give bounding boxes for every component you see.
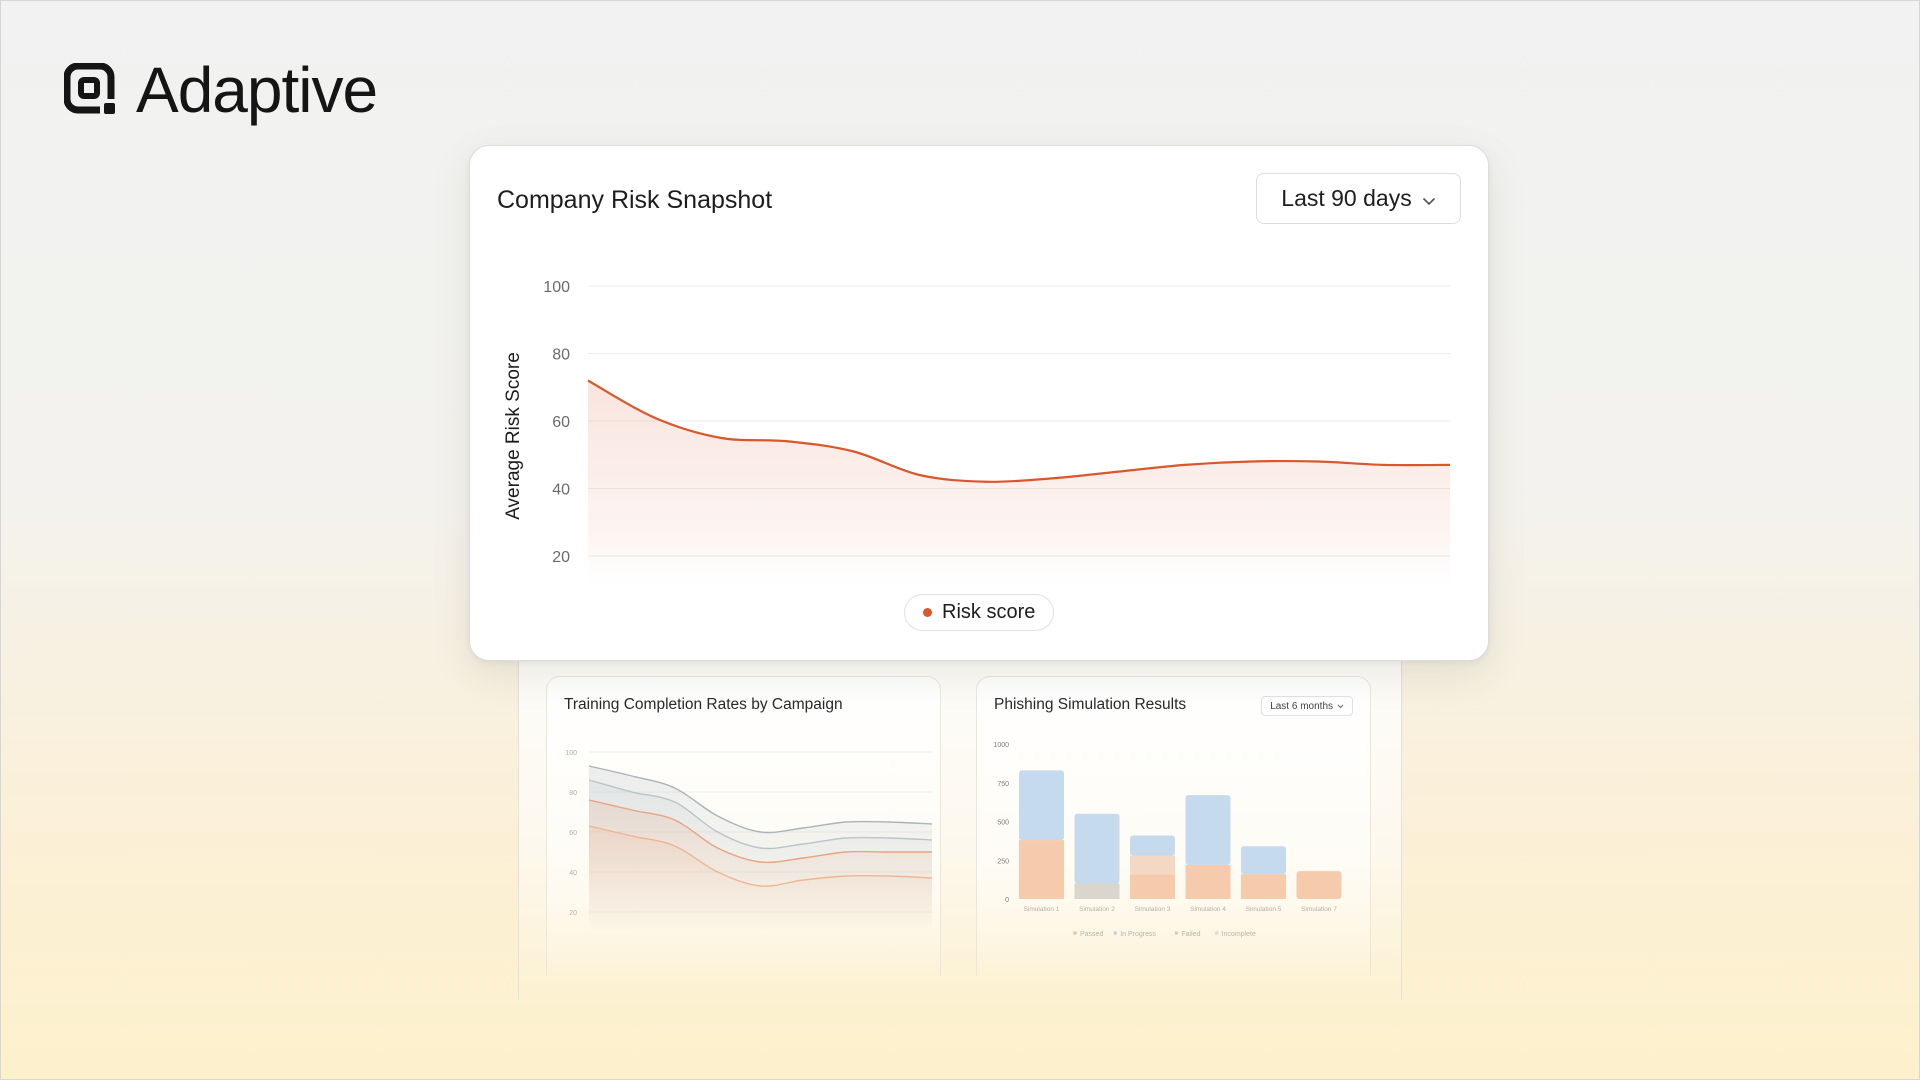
legend-dot <box>1214 931 1219 935</box>
y-tick-label: 40 <box>569 870 577 877</box>
range-select-label: Last 90 days <box>1281 185 1412 211</box>
x-tick-label: Simulation 4 <box>1190 906 1226 913</box>
chevron-down-icon <box>1337 701 1344 712</box>
bar-segment <box>1074 813 1120 884</box>
bar-segment <box>1296 871 1342 899</box>
legend-label: Incomplete <box>1222 931 1256 938</box>
risk-area <box>588 380 1450 586</box>
x-tick-label: Simulation 5 <box>1246 906 1282 913</box>
bar-segment <box>1241 846 1286 875</box>
chevron-down-icon <box>1422 185 1436 212</box>
phishing-panel: Phishing Simulation Results Last 6 month… <box>976 676 1371 976</box>
phishing-range-label: Last 6 months <box>1270 700 1333 712</box>
adaptive-logo-icon <box>63 62 118 117</box>
y-tick-label: 1000 <box>993 742 1009 749</box>
bar-segment <box>1185 864 1231 899</box>
legend-dot <box>923 608 932 617</box>
phishing-chart: 0 250 500 750 1000 Simulation 1 Simulation 2 Si… <box>993 742 1342 938</box>
training-area <box>589 826 932 932</box>
legend-label: Failed <box>1181 931 1200 938</box>
x-tick-label: Simulation 2 <box>1079 906 1115 913</box>
legend-dot <box>1113 931 1117 935</box>
y-tick-label: 20 <box>552 549 570 566</box>
y-tick-label: 0 <box>1005 897 1009 904</box>
bar-segment <box>1074 883 1120 899</box>
brand-name: Adaptive <box>136 54 378 126</box>
x-tick-label: Simulation 1 <box>1024 906 1060 913</box>
legend-dot <box>1174 931 1179 935</box>
legend-label: Risk score <box>942 601 1036 623</box>
bar-segment <box>1130 835 1175 856</box>
y-tick-label: 60 <box>569 830 577 837</box>
y-tick-label: 100 <box>543 279 570 296</box>
brand: Adaptive <box>63 54 378 126</box>
secondary-dashboard: Training Completion Rates by Campaign 20… <box>518 640 1402 1000</box>
bar-segment <box>1130 855 1175 875</box>
legend-dot <box>1073 931 1077 935</box>
x-tick-label: Simulation 3 <box>1135 906 1171 913</box>
training-line <box>588 799 932 864</box>
bar-segment <box>1241 874 1286 899</box>
y-tick-label: 20 <box>569 910 577 917</box>
y-tick-label: 60 <box>552 414 570 431</box>
phishing-panel-title: Phishing Simulation Results <box>994 696 1187 713</box>
legend-risk-score[interactable]: Risk score <box>904 594 1055 631</box>
y-tick-label: 100 <box>565 750 577 757</box>
phishing-range-select[interactable]: Last 6 months <box>1261 696 1353 716</box>
risk-line <box>587 379 1451 483</box>
y-tick-label: 250 <box>997 858 1009 865</box>
bar-segment <box>1019 770 1064 841</box>
training-line <box>588 779 933 850</box>
y-tick-label: 80 <box>569 790 577 797</box>
x-tick-label: Simulation 7 <box>1301 906 1337 913</box>
bar-segment <box>1019 840 1064 899</box>
risk-score-chart: 20 40 60 80 100 Average Risk Score <box>503 279 1451 586</box>
legend-label: Passed <box>1080 931 1103 938</box>
y-tick-label: 750 <box>997 781 1009 788</box>
range-select[interactable]: Last 90 days <box>1256 173 1461 224</box>
training-line <box>588 825 933 887</box>
risk-snapshot-card: Company Risk Snapshot Last 90 days 20 40 6… <box>469 145 1489 661</box>
training-chart: 20 40 60 80 100 <box>565 750 933 932</box>
y-tick-label: 500 <box>997 820 1009 827</box>
bar-segment <box>1130 874 1175 899</box>
card-title: Company Risk Snapshot <box>497 186 773 214</box>
training-line <box>588 765 933 834</box>
y-axis-label: Average Risk Score <box>503 352 524 520</box>
legend-label: In Progress <box>1120 931 1156 938</box>
y-tick-label: 40 <box>552 482 570 499</box>
bar-segment <box>1185 795 1231 865</box>
y-tick-label: 80 <box>552 347 570 364</box>
training-panel: Training Completion Rates by Campaign 20… <box>546 676 941 976</box>
training-panel-title: Training Completion Rates by Campaign <box>564 696 843 713</box>
